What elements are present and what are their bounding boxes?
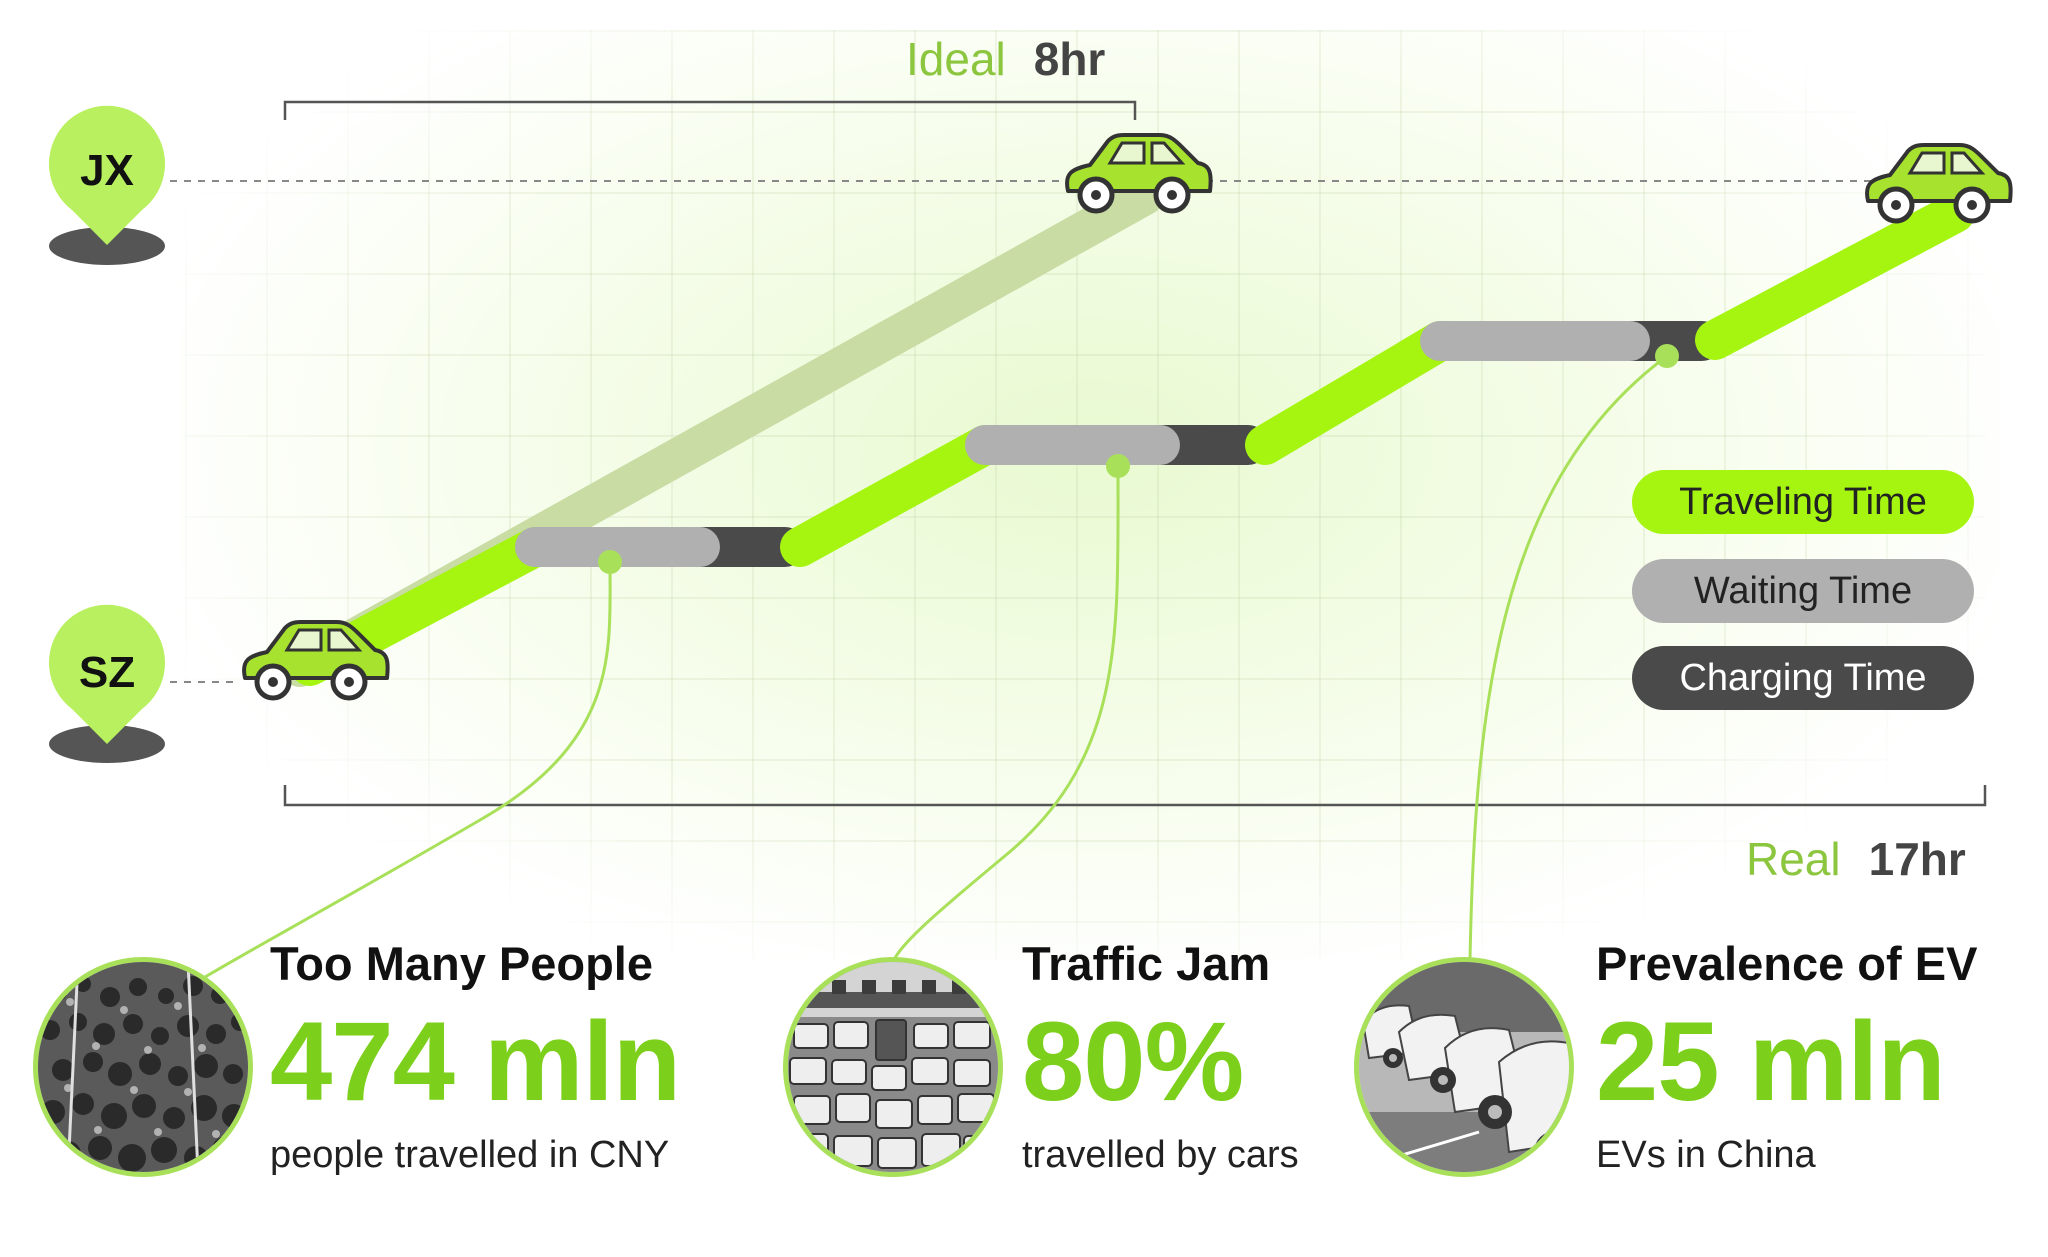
stat-value: 80% [1022, 999, 1244, 1124]
travel-segment [1695, 193, 1975, 360]
stat-description: EVs in China [1596, 1134, 1816, 1176]
destination-city-label: JX [80, 146, 134, 195]
stat-description: people travelled in CNY [270, 1134, 670, 1176]
travel-segment [1245, 321, 1460, 465]
ideal-duration-bracket [283, 100, 1137, 120]
car-icon [1865, 143, 2013, 224]
real-word: Real [1746, 833, 1841, 885]
ev-charging-photo-icon [1354, 957, 1574, 1177]
connector-too-many-people [199, 561, 612, 982]
stat-title: Traffic Jam [1022, 937, 1271, 990]
pin-origin [49, 604, 165, 763]
stat-value: 25 mln [1596, 999, 1946, 1124]
connector-traffic-jam [893, 465, 1120, 959]
crowd-photo-icon [33, 957, 253, 1177]
traffic-jam-photo-icon [783, 957, 1003, 1177]
connector-prevalence-of-ev [1468, 354, 1668, 961]
legend-waiting-time: Waiting Time [1632, 559, 1974, 623]
stat-title: Prevalence of EV [1596, 937, 1978, 990]
ideal-word: Ideal [906, 33, 1006, 85]
real-duration-label: Real 17hr [1746, 832, 1966, 886]
legend-charging-time: Charging Time [1632, 646, 1974, 710]
origin-city-label: SZ [78, 648, 136, 697]
connectors [199, 354, 1668, 982]
ideal-value: 8hr [1033, 33, 1106, 85]
ideal-duration-label: Ideal 8hr [906, 32, 1105, 86]
car-icon [1065, 133, 1213, 214]
real-value: 17hr [1868, 833, 1966, 885]
pin-destination [48, 105, 165, 265]
stat-description: travelled by cars [1022, 1134, 1299, 1176]
car-icon [242, 620, 390, 701]
stat-value: 474 mln [270, 999, 681, 1124]
travel-segment [780, 425, 1005, 567]
connector-dot [1655, 344, 1679, 368]
connector-dot [1106, 454, 1130, 478]
legend-traveling-time: Traveling Time [1632, 470, 1974, 534]
real-duration-bracket [283, 785, 1987, 807]
stat-title: Too Many People [270, 937, 653, 990]
connector-dot [598, 550, 622, 574]
